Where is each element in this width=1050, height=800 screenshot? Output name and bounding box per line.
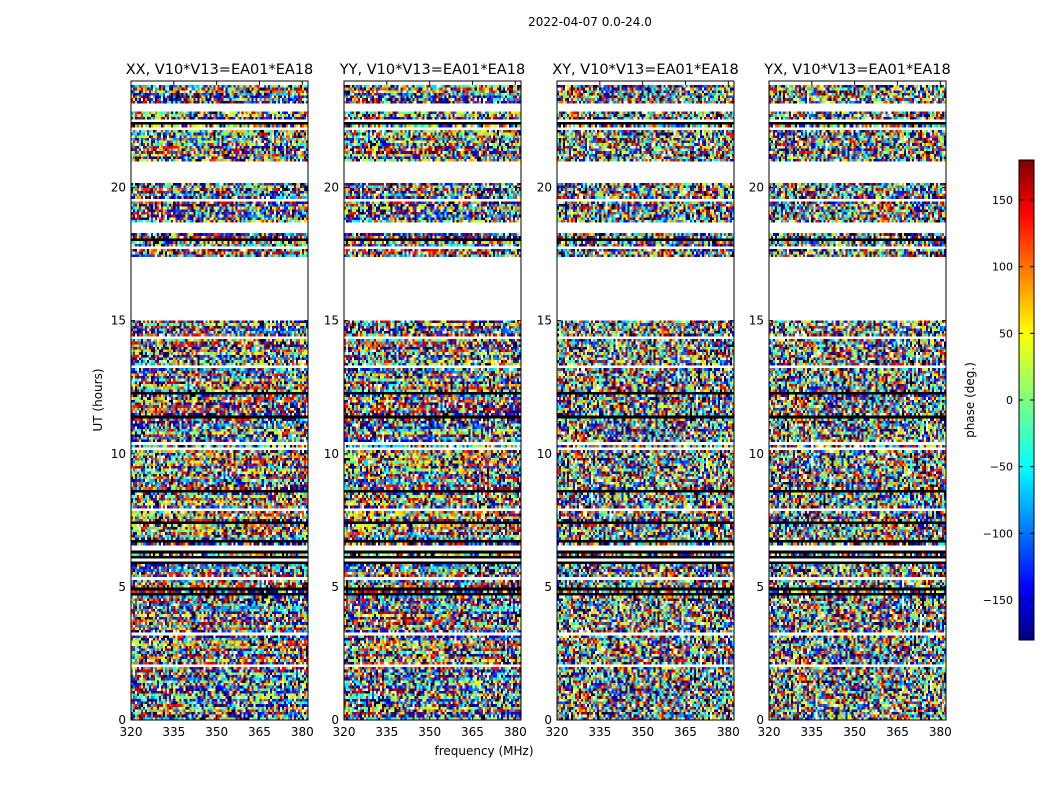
y-tick-label: 15 (111, 314, 126, 328)
y-tick-label: 10 (324, 447, 339, 461)
x-tick-label: 320 (546, 725, 569, 739)
x-tick-label: 335 (375, 725, 398, 739)
y-tick-label: 10 (537, 447, 552, 461)
panel-frame (130, 80, 309, 721)
y-tick-label: 0 (544, 713, 552, 727)
panel-frame (343, 80, 522, 721)
panel-yx: YX, V10*V13=EA01*EA18 320 335 350 365 380 0 5 10… (749, 62, 952, 739)
x-tick-label: 335 (162, 725, 185, 739)
y-tick-label: 5 (331, 580, 339, 594)
heatmap-image-yy (344, 85, 521, 720)
x-tick-label: 335 (588, 725, 611, 739)
colorbar-tick-label: 50 (999, 327, 1013, 340)
x-tick-label: 350 (843, 725, 866, 739)
x-tick-label: 380 (929, 725, 952, 739)
y-tick-label: 15 (324, 314, 339, 328)
x-tick-label: 365 (674, 725, 697, 739)
x-tick-label: 320 (758, 725, 781, 739)
heatmap-image-xx (131, 85, 308, 720)
panel-xx: XX, V10*V13=EA01*EA18 320 335 350 365 380 0 5 10… (111, 62, 314, 739)
x-tick-label: 320 (333, 725, 356, 739)
x-tick-label: 365 (886, 725, 909, 739)
x-tick-label: 350 (631, 725, 654, 739)
x-tick-label: 320 (120, 725, 143, 739)
y-tick-label: 20 (324, 181, 339, 195)
panel-title: XX, V10*V13=EA01*EA18 (126, 62, 314, 78)
panel-title: XY, V10*V13=EA01*EA18 (552, 62, 738, 78)
colorbar-tick-label: −100 (983, 527, 1013, 540)
panel-frame (556, 80, 735, 721)
x-axis-label: frequency (MHz) (434, 744, 533, 758)
y-tick-label: 20 (111, 181, 126, 195)
colorbar-tick-label: −150 (983, 594, 1013, 607)
y-tick-label: 15 (537, 314, 552, 328)
x-tick-label: 365 (248, 725, 271, 739)
x-tick-label: 350 (205, 725, 228, 739)
x-tick-label: 350 (418, 725, 441, 739)
y-tick-label: 5 (756, 580, 764, 594)
figure-title: 2022-04-07 0.0-24.0 (528, 15, 652, 29)
y-tick-label: 0 (118, 713, 126, 727)
y-tick-label: 0 (331, 713, 339, 727)
y-axis-label: UT (hours) (91, 368, 105, 431)
x-tick-label: 380 (291, 725, 314, 739)
panel-title: YY, V10*V13=EA01*EA18 (339, 62, 525, 78)
x-tick-label: 380 (504, 725, 527, 739)
x-tick-label: 365 (461, 725, 484, 739)
y-tick-label: 15 (749, 314, 764, 328)
panel-title: YX, V10*V13=EA01*EA18 (763, 62, 950, 78)
y-tick-label: 5 (118, 580, 126, 594)
y-tick-label: 10 (749, 447, 764, 461)
colorbar-tick-label: 0 (1006, 394, 1013, 407)
colorbar-ticks: 150 100 50 0 −50 −100 −150 (983, 194, 1034, 607)
y-tick-label: 20 (537, 181, 552, 195)
colorbar-tick-label: 100 (992, 261, 1013, 274)
panel-xy: XY, V10*V13=EA01*EA18 320 335 350 365 380 0 5 10… (537, 62, 740, 739)
y-tick-label: 10 (111, 447, 126, 461)
heatmap-image-xy (557, 85, 734, 720)
y-tick-label: 5 (544, 580, 552, 594)
panel-yy: YY, V10*V13=EA01*EA18 320 335 350 365 380 0 5 10… (324, 62, 527, 739)
y-tick-label: 20 (749, 181, 764, 195)
heatmap-panels: XX, V10*V13=EA01*EA18 320 335 350 365 380 0 5 10… (111, 62, 952, 739)
colorbar-label: phase (deg.) (963, 362, 977, 438)
y-tick-label: 0 (756, 713, 764, 727)
colorbar-tick-label: −50 (990, 461, 1013, 474)
heatmap-image-yx (769, 85, 946, 720)
colorbar: 150 100 50 0 −50 −100 −150 phase (deg.) (963, 159, 1035, 641)
x-tick-label: 380 (717, 725, 740, 739)
x-tick-label: 335 (800, 725, 823, 739)
colorbar-tick-label: 150 (992, 194, 1013, 207)
panel-frame (768, 80, 947, 721)
